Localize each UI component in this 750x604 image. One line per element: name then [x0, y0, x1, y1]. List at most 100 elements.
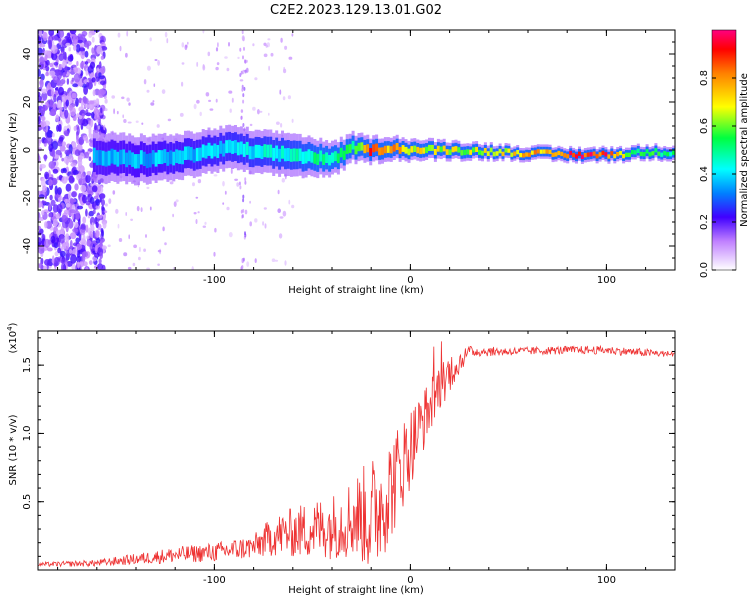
noise-cell — [73, 66, 78, 73]
noise-cell — [133, 244, 138, 249]
colorbar-tick-label: 0.0 — [699, 262, 710, 278]
noise-cell — [215, 98, 218, 103]
noise-cell — [95, 205, 100, 210]
band-core-cell — [404, 146, 408, 154]
noise-cell — [40, 177, 47, 188]
noise-cell — [143, 79, 147, 85]
noise-cell — [38, 138, 42, 144]
noise-cell — [202, 225, 206, 228]
band-core-cell — [442, 145, 446, 152]
noise-cell — [85, 224, 89, 233]
noise-cell — [228, 90, 233, 94]
noise-cell — [199, 111, 202, 117]
noise-cell — [164, 31, 168, 38]
band-core-cell — [580, 154, 584, 159]
noise-cell — [259, 110, 263, 113]
band-core-cell — [510, 152, 514, 157]
noise-cell — [96, 214, 103, 219]
band-core-cell — [401, 145, 405, 152]
snr-xtick-label: 100 — [597, 575, 616, 586]
noise-cell — [56, 82, 64, 87]
band-core-cell — [663, 151, 667, 156]
noise-cell — [46, 59, 50, 66]
band-core-cell — [378, 147, 382, 156]
noise-cell — [40, 120, 47, 128]
band-core-cell — [272, 147, 276, 161]
noise-cell — [252, 106, 256, 111]
noise-cell — [57, 241, 61, 248]
noise-cell — [249, 221, 252, 227]
band-core-cell — [210, 145, 214, 159]
noise-cell — [91, 185, 98, 193]
band-core-cell — [398, 146, 402, 154]
band-core-cell — [613, 154, 617, 159]
snr-xtick-label: -100 — [203, 575, 226, 586]
band-core-cell — [354, 145, 358, 155]
noise-cell — [68, 190, 72, 201]
band-core-cell — [289, 148, 293, 162]
noise-cell — [77, 39, 84, 44]
band-core-cell — [589, 152, 593, 157]
noise-cell — [91, 77, 96, 83]
noise-cell — [85, 267, 89, 270]
noise-cell — [80, 152, 85, 160]
band-core-cell — [92, 147, 96, 163]
noise-cell — [52, 140, 58, 150]
noise-cell — [278, 233, 283, 239]
noise-cell — [280, 37, 283, 43]
band-core-cell — [633, 150, 637, 155]
noise-cell — [125, 212, 127, 216]
noise-cell — [91, 111, 95, 119]
noise-cell — [243, 46, 245, 51]
noise-cell — [92, 89, 96, 97]
noise-cell — [58, 136, 64, 142]
band-core-cell — [422, 147, 426, 154]
noise-cell — [48, 70, 56, 77]
band-core-cell — [481, 150, 484, 156]
noise-cell — [288, 56, 293, 60]
noise-cell — [181, 42, 185, 48]
noise-cell — [77, 261, 80, 269]
noise-cell — [181, 62, 185, 65]
noise-cell — [239, 79, 244, 82]
band-core-cell — [578, 151, 581, 156]
noise-cell — [57, 247, 61, 254]
band-core-cell — [478, 149, 481, 155]
band-core-cell — [207, 142, 211, 156]
band-core-cell — [569, 150, 573, 156]
noise-cell — [104, 98, 108, 104]
band-core-cell — [539, 149, 543, 154]
noise-cell — [82, 234, 86, 243]
band-core-cell — [533, 150, 537, 155]
noise-cell — [55, 114, 60, 123]
noise-cell — [196, 61, 199, 67]
noise-cell — [197, 211, 200, 214]
noise-cell — [51, 87, 55, 97]
noise-cell — [59, 145, 66, 152]
band-core-cell — [554, 152, 558, 157]
noise-cell — [57, 197, 62, 203]
noise-cell — [76, 126, 80, 136]
band-core-cell — [178, 150, 182, 164]
noise-cell — [86, 43, 90, 50]
spectrogram-xtick-label: -100 — [203, 275, 226, 286]
noise-cell — [149, 206, 152, 211]
noise-cell — [242, 123, 245, 127]
spectrogram-ytick-label: 0 — [22, 147, 33, 153]
noise-cell — [38, 194, 45, 199]
band-core-cell — [436, 145, 440, 152]
noise-cell — [78, 218, 81, 226]
noise-cell — [80, 223, 86, 230]
noise-cell — [197, 179, 202, 184]
noise-cell — [68, 46, 71, 52]
snr-scale-base: (x10 — [8, 331, 19, 354]
snr-axes: -100 0 100 0.5 1.0 1.5 — [22, 331, 675, 586]
noise-cell — [53, 93, 57, 103]
noise-cell — [146, 89, 150, 93]
noise-cell — [95, 98, 100, 104]
noise-cell — [65, 99, 70, 107]
noise-cell — [226, 67, 230, 72]
noise-cell — [138, 246, 141, 253]
noise-cell — [99, 193, 106, 200]
band-core-cell — [204, 145, 208, 159]
